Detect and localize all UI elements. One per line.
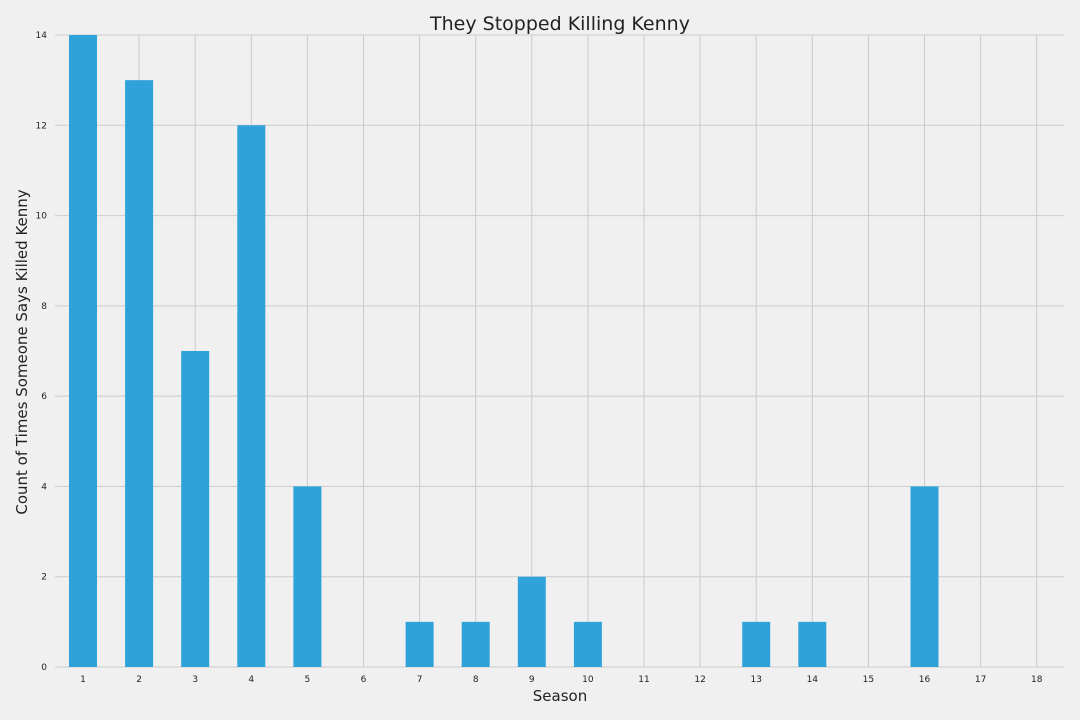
x-tick-label: 5 (305, 675, 311, 685)
x-tick-label: 6 (361, 675, 367, 685)
y-tick-label: 4 (41, 482, 47, 492)
bars (69, 35, 939, 668)
bar-season-10 (573, 621, 602, 667)
x-tick-label: 15 (863, 675, 874, 685)
bar-season-8 (461, 621, 490, 667)
y-tick-label: 14 (36, 31, 48, 41)
x-tick-label: 3 (192, 675, 198, 685)
y-tick-label: 10 (36, 212, 48, 222)
y-axis-label: Count of Times Someone Says Killed Kenny (13, 189, 31, 514)
x-tick-label: 12 (694, 675, 705, 685)
x-tick-label: 7 (417, 675, 423, 685)
x-tick-label: 13 (750, 675, 761, 685)
x-tick-label: 18 (1031, 675, 1043, 685)
bar-season-4 (237, 125, 266, 668)
y-tick-label: 2 (41, 573, 47, 583)
bar-season-2 (125, 80, 154, 667)
y-tick-label: 0 (41, 663, 47, 673)
bar-season-3 (181, 351, 210, 667)
y-tick-label: 6 (41, 392, 47, 402)
y-tick-label: 8 (41, 302, 47, 312)
x-tick-label: 1 (80, 675, 86, 685)
bar-season-9 (517, 576, 546, 667)
bar-season-13 (742, 621, 771, 667)
x-tick-label: 4 (248, 675, 254, 685)
bar-season-16 (910, 486, 939, 667)
bar-season-5 (293, 486, 322, 667)
x-tick-label: 9 (529, 675, 535, 685)
bar-season-7 (405, 621, 434, 667)
x-tick-label: 8 (473, 675, 479, 685)
chart-title: They Stopped Killing Kenny (429, 13, 690, 35)
x-tick-label: 17 (975, 675, 986, 685)
x-tick-label: 2 (136, 675, 142, 685)
bar-season-1 (69, 35, 97, 667)
x-tick-label: 14 (807, 675, 819, 685)
x-tick-label: 10 (582, 675, 594, 685)
x-tick-label: 11 (638, 675, 649, 685)
bar-season-14 (798, 621, 827, 667)
x-tick-label: 16 (919, 675, 931, 685)
x-axis-label: Season (533, 687, 587, 705)
y-tick-label: 12 (36, 121, 47, 131)
